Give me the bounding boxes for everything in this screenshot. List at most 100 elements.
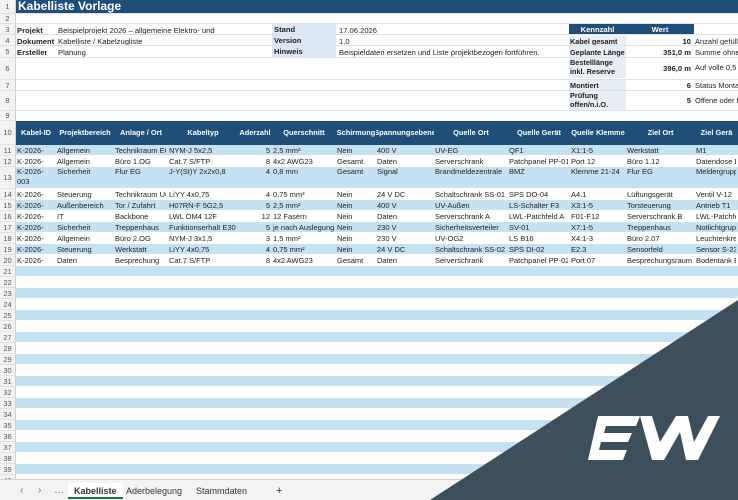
row-number[interactable]: 36 — [0, 431, 16, 442]
table-cell[interactable]: K-2026- — [17, 146, 44, 155]
table-row[interactable] — [16, 255, 738, 266]
row-number[interactable]: 37 — [0, 442, 16, 453]
table-cell[interactable]: Büro 1.OG — [115, 157, 151, 166]
column-header[interactable]: Quelle Gerät — [517, 128, 561, 137]
row-number[interactable]: 31 — [0, 376, 16, 387]
table-cell[interactable]: LWL-Patchfe — [696, 212, 736, 221]
empty-table-row[interactable] — [16, 387, 738, 398]
ersteller-value[interactable]: Planung — [58, 48, 86, 57]
empty-table-row[interactable] — [16, 277, 738, 288]
table-cell[interactable]: Daten — [377, 256, 398, 265]
kpi-head-wert[interactable]: Wert — [626, 24, 694, 35]
kpi-label-kabel-gesamt[interactable]: Kabel gesamt — [569, 36, 626, 47]
kpi-value-geplante-laenge[interactable]: 351,0 m — [663, 48, 691, 57]
table-cell[interactable]: H07RN-F 5G2,5 — [169, 201, 224, 210]
projekt-value[interactable]: Beispielprojekt 2026 – allgemeine Elektr… — [58, 26, 215, 35]
table-cell[interactable]: Flur EG — [627, 167, 653, 176]
table-cell[interactable]: LS B16 — [509, 234, 534, 243]
row-number[interactable]: 12 — [0, 156, 16, 167]
table-cell[interactable]: 4x2 AWG23 — [273, 157, 313, 166]
table-cell[interactable]: Nein — [337, 234, 353, 243]
table-row[interactable] — [16, 222, 738, 233]
table-cell[interactable]: 230 V — [377, 234, 397, 243]
table-cell[interactable]: Außenbereich — [57, 201, 104, 210]
row-number[interactable]: 40 — [0, 475, 16, 479]
table-cell[interactable]: QF1 — [509, 146, 524, 155]
table-cell[interactable]: Sensorfeld — [627, 245, 663, 254]
kpi-value-pruefung-offen[interactable]: 5 — [686, 96, 691, 105]
table-cell[interactable]: Sicherheit — [57, 223, 91, 232]
table-cell[interactable]: SPS DI-02 — [509, 245, 545, 254]
row-number[interactable]: 3 — [0, 24, 16, 35]
table-cell[interactable]: SV-01 — [509, 223, 530, 232]
empty-table-row[interactable] — [16, 332, 738, 343]
table-cell[interactable]: Besprechung — [115, 256, 160, 265]
empty-table-row[interactable] — [16, 409, 738, 420]
table-cell[interactable]: Allgemein — [57, 234, 90, 243]
table-cell[interactable]: Büro 1.12 — [627, 157, 660, 166]
row-number[interactable]: 27 — [0, 332, 16, 343]
hinweis-label[interactable]: Hinweis — [272, 46, 336, 57]
table-cell[interactable]: Nein — [337, 212, 353, 221]
table-cell[interactable]: K-2026- — [17, 223, 44, 232]
table-cell[interactable]: Serverschrank A — [435, 212, 491, 221]
table-cell[interactable]: Serverschrank — [435, 157, 484, 166]
table-cell[interactable]: LiYY 4x0,75 — [169, 190, 210, 199]
table-cell[interactable]: Gesamt — [337, 167, 364, 176]
tab-scroll-right-icon[interactable]: › — [38, 485, 42, 496]
row-number[interactable]: 19 — [0, 244, 16, 255]
table-row[interactable] — [16, 156, 738, 167]
table-cell[interactable]: Gesamt — [337, 157, 364, 166]
version-label[interactable]: Version — [272, 35, 336, 46]
table-cell[interactable]: LiYY 4x0,75 — [169, 245, 210, 254]
table-cell[interactable]: Ventil V-12 — [696, 190, 732, 199]
table-cell[interactable]: Cat.7 S/FTP — [169, 157, 211, 166]
add-sheet-button[interactable]: + — [276, 485, 283, 497]
row-number[interactable]: 21 — [0, 266, 16, 277]
table-cell[interactable]: Gesamt — [337, 256, 364, 265]
table-cell[interactable]: 400 V — [377, 146, 397, 155]
table-cell[interactable]: A4.1 — [571, 190, 587, 199]
row-number[interactable]: 24 — [0, 299, 16, 310]
table-cell[interactable]: 0,75 mm² — [273, 190, 305, 199]
sheet-title[interactable]: Kabelliste Vorlage — [16, 0, 738, 14]
row-number[interactable]: 29 — [0, 354, 16, 365]
table-cell[interactable]: Technikraum UG — [115, 190, 166, 199]
empty-table-row[interactable] — [16, 310, 738, 321]
column-header[interactable]: Spannungsebene — [376, 128, 434, 137]
table-cell[interactable]: Sicherheitsverteiler — [435, 223, 499, 232]
table-cell[interactable]: Werkstatt — [115, 245, 147, 254]
tab-scroll-left-icon[interactable]: ‹ — [20, 485, 24, 496]
empty-table-row[interactable] — [16, 442, 738, 453]
table-cell[interactable]: 4x2 AWG23 — [273, 256, 313, 265]
row-number[interactable]: 25 — [0, 310, 16, 321]
kpi-label-pruefung-offen[interactable]: Prüfung offen/n.i.O. — [569, 91, 626, 111]
column-header[interactable]: Aderzahl — [239, 128, 271, 137]
stand-value[interactable]: 17.06.2026 — [339, 26, 378, 35]
table-cell[interactable]: NYM-J 5x2,5 — [169, 146, 213, 155]
table-cell[interactable]: E2.3 — [571, 245, 587, 254]
empty-table-row[interactable] — [16, 431, 738, 442]
row-number[interactable]: 4 — [0, 35, 16, 46]
table-cell[interactable]: 1,5 mm² — [273, 234, 301, 243]
table-row[interactable] — [16, 244, 738, 255]
row-number[interactable]: 10 — [0, 121, 16, 145]
table-cell[interactable]: Patchpanel PP-01 — [509, 157, 568, 166]
table-cell[interactable]: M1 — [696, 146, 707, 155]
table-cell[interactable]: K-2026- — [17, 234, 44, 243]
table-cell[interactable]: K-2026- — [17, 157, 44, 166]
table-cell[interactable]: LS-Schalter F3 — [509, 201, 560, 210]
table-cell[interactable]: 24 V DC — [377, 245, 406, 254]
column-header[interactable]: Anlage / Ort — [120, 128, 162, 137]
table-cell[interactable]: Torsteuerung — [627, 201, 671, 210]
row-number[interactable]: 30 — [0, 365, 16, 376]
table-cell[interactable]: Besprechungsraum — [627, 256, 693, 265]
empty-table-row[interactable] — [16, 299, 738, 310]
kpi-value-bestelllaenge[interactable]: 396,0 m — [663, 64, 691, 73]
table-cell[interactable]: X1:1-5 — [571, 146, 594, 155]
table-cell[interactable]: K-2026- 003 — [17, 167, 44, 186]
table-row[interactable] — [16, 233, 738, 244]
table-cell[interactable]: LWL OM4 12F — [169, 212, 217, 221]
table-cell[interactable]: Büro 2.07 — [627, 234, 660, 243]
kpi-note-kabel-gesamt[interactable]: Anzahl gefüll — [695, 37, 738, 46]
